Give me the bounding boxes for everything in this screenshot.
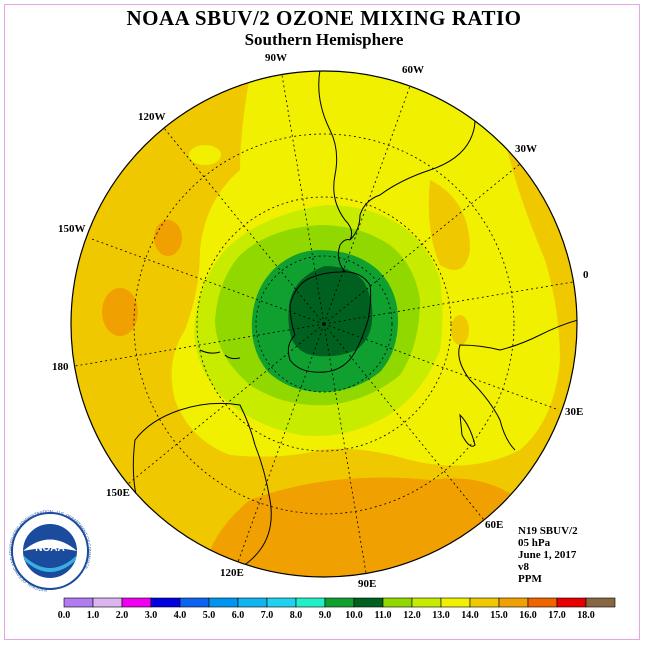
colorbar-swatch: [411, 597, 442, 608]
noaa-logo: NOAA NATIONAL OCEANIC AND ATMOSPHERIC AD…: [8, 509, 92, 593]
latitude-circle-60: [196, 196, 452, 452]
info-date: June 1, 2017: [518, 549, 577, 561]
meridian-90e: [323, 323, 367, 574]
lon-label-60w: 60W: [402, 64, 424, 76]
field-15-16-spot-a: [154, 220, 182, 256]
lon-label-30w: 30W: [515, 143, 537, 155]
longitude-labels: 0 30E 60E 90E 120E 150E 180 150W 120W 90…: [52, 52, 589, 590]
south-america-outline: [318, 71, 476, 241]
colorbar-tick-label: 3.0: [145, 610, 158, 621]
colorbar-tick-label: 18.0: [577, 610, 595, 621]
meridian-0: [323, 281, 574, 325]
lon-label-150e: 150E: [106, 487, 130, 499]
lon-label-90e: 90E: [358, 578, 376, 590]
colorbar-swatch: [208, 597, 239, 608]
plot-frame: [4, 4, 640, 640]
colorbar-tick-label: 1.0: [87, 610, 100, 621]
colorbar-swatch: [324, 597, 355, 608]
colorbar-swatch: [556, 597, 587, 608]
info-block: N19 SBUV/2 05 hPa June 1, 2017 v8 PPM: [518, 525, 578, 585]
noaa-logo-bird: [23, 539, 77, 551]
colorbar-tick-label: 16.0: [519, 610, 537, 621]
latitude-circle-30: [133, 133, 515, 515]
colorbar-swatch: [440, 597, 471, 608]
lon-label-90w: 90W: [265, 52, 287, 64]
graticule: [74, 74, 574, 574]
colorbar-swatch: [585, 597, 616, 608]
colorbar-tick-label: 5.0: [203, 610, 216, 621]
lon-label-60e: 60E: [485, 519, 503, 531]
colorbar-tick-label: 8.0: [290, 610, 303, 621]
colorbar-tick-label: 15.0: [490, 610, 508, 621]
lon-label-30e: 30E: [565, 406, 583, 418]
colorbar-tick-label: 6.0: [232, 610, 245, 621]
meridian-30w: [323, 163, 521, 325]
field-14-15-east-spot: [451, 315, 469, 345]
info-satellite: N19 SBUV/2: [518, 525, 578, 537]
meridian-120e: [237, 323, 325, 563]
lon-label-180: 180: [52, 361, 69, 373]
africa-outline: [458, 319, 577, 451]
colorbar-swatch: [63, 597, 94, 608]
noaa-logo-wave: [24, 556, 76, 572]
colorbar-swatch: [92, 597, 123, 608]
field-8-9: [288, 266, 373, 357]
lon-label-0: 0: [583, 269, 589, 281]
colorbar-tick-label: 9.0: [319, 610, 332, 621]
lon-label-120e: 120E: [220, 567, 244, 579]
colorbar-tick-label: 2.0: [116, 610, 129, 621]
colorbar: 0.0 1.0 2.0 3.0 4.0 5.0 6.0 7.0 8.0 9.0 10.0 11.0 12…: [58, 597, 616, 621]
colorbar-swatch: [150, 597, 181, 608]
colorbar-tick-label: 10.0: [345, 610, 363, 621]
colorbar-swatch: [237, 597, 268, 608]
colorbar-swatch: [498, 597, 529, 608]
lon-label-120w: 120W: [138, 111, 166, 123]
colorbar-tick-label: 13.0: [432, 610, 450, 621]
new-zealand-outline: [199, 349, 241, 360]
colorbar-swatch: [527, 597, 558, 608]
colorbar-tick-label: 14.0: [461, 610, 479, 621]
colorbar-swatch: [179, 597, 210, 608]
meridian-150w: [88, 237, 325, 325]
meridian-180: [74, 323, 325, 367]
colorbar-tick-label: 7.0: [261, 610, 274, 621]
info-units: PPM: [518, 573, 542, 585]
meridian-30e: [323, 323, 560, 411]
map-boundary: [70, 70, 578, 578]
meridian-60w: [323, 85, 411, 325]
colorbar-tick-label: 0.0: [58, 610, 71, 621]
noaa-logo-text: NOAA: [35, 543, 64, 554]
colorbar-tick-label: 12.0: [403, 610, 421, 621]
indonesia-outline: [249, 576, 331, 577]
info-level: 05 hPa: [518, 537, 551, 549]
map-subtitle: Southern Hemisphere: [244, 30, 404, 49]
meridian-90w: [281, 74, 325, 325]
antarctica-outline: [287, 271, 372, 373]
colorbar-tick-label: 17.0: [548, 610, 566, 621]
south-pole-marker: ·: [321, 320, 324, 329]
meridian-120w: [163, 127, 325, 325]
colorbar-swatch: [266, 597, 297, 608]
colorbar-swatch: [469, 597, 500, 608]
colorbar-tick-label: 4.0: [174, 610, 187, 621]
noaa-logo-inner: [23, 524, 77, 578]
info-version: v8: [518, 561, 529, 573]
field-14-15-west-spot: [189, 145, 221, 165]
antarctic-peninsula-outline: [337, 239, 351, 273]
map-title: NOAA SBUV/2 OZONE MIXING RATIO: [126, 6, 522, 30]
madagascar-outline: [459, 413, 476, 447]
colorbar-swatch: [121, 597, 152, 608]
meridian-150e: [127, 323, 325, 485]
colorbar-swatch: [382, 597, 413, 608]
meridian-60e: [323, 323, 485, 521]
field-14-15-east-band: [428, 180, 470, 270]
latitude-circle-75: [255, 255, 393, 393]
colorbar-swatch: [353, 597, 384, 608]
colorbar-swatch: [295, 597, 326, 608]
field-15-16-spot-b: [102, 288, 138, 336]
lon-label-150w: 150W: [58, 223, 86, 235]
colorbar-tick-label: 11.0: [375, 610, 392, 621]
